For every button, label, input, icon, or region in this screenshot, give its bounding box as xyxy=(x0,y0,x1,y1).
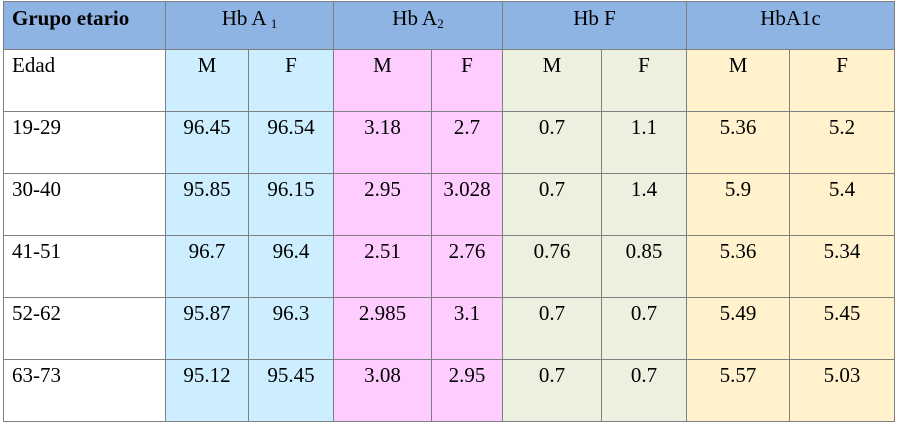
header-hba2-sub: 2 xyxy=(437,16,444,31)
cell-hba1-f: 96.15 xyxy=(247,173,335,236)
table-row: 52-62 95.87 96.3 2.985 3.1 0.7 0.7 5.49 … xyxy=(3,297,896,360)
cell-hbf-f: 1.1 xyxy=(601,111,688,174)
cell-hba2-m: 3.18 xyxy=(333,111,433,174)
cell-hba2-f: 2.76 xyxy=(431,235,504,298)
cell-hbf-m: 0.7 xyxy=(502,359,603,422)
cell-hba1-m: 96.45 xyxy=(165,111,249,174)
cell-hba2-m: 2.51 xyxy=(333,235,433,298)
cell-hba1c-m: 5.49 xyxy=(686,297,791,360)
cell-hbf-m: 0.7 xyxy=(502,111,603,174)
cell-hba1c-m: 5.36 xyxy=(686,111,791,174)
subheader-hbf-f: F xyxy=(601,49,688,112)
subheader-hba1-m: M xyxy=(165,49,249,112)
subheader-hba1c-m: M xyxy=(686,49,791,112)
header-hba1: Hb A 1 xyxy=(164,1,335,50)
cell-hbf-f: 0.7 xyxy=(601,359,688,422)
cell-hba2-m: 2.95 xyxy=(333,173,433,236)
row-group-label: 30-40 xyxy=(3,173,166,236)
table-row: 41-51 96.7 96.4 2.51 2.76 0.76 0.85 5.36… xyxy=(3,235,896,298)
table-header-row: Grupo etario Hb A 1 Hb A2 Hb F HbA1c xyxy=(3,1,896,50)
cell-hbf-f: 0.7 xyxy=(601,297,688,360)
cell-hba1-f: 96.54 xyxy=(247,111,335,174)
header-hba1c: HbA1c xyxy=(686,1,896,50)
subheader-hba2-f: F xyxy=(431,49,504,112)
cell-hba2-m: 2.985 xyxy=(333,297,433,360)
subheader-edad: Edad xyxy=(3,49,166,112)
cell-hba2-f: 3.1 xyxy=(431,297,504,360)
cell-hba1-m: 96.7 xyxy=(165,235,249,298)
cell-hba1-m: 95.12 xyxy=(165,359,249,422)
cell-hbf-m: 0.7 xyxy=(502,297,603,360)
cell-hbf-m: 0.76 xyxy=(502,235,603,298)
cell-hba1-m: 95.87 xyxy=(165,297,249,360)
cell-hba1c-f: 5.4 xyxy=(789,173,896,236)
cell-hba1-f: 95.45 xyxy=(247,359,335,422)
subheader-hba1c-f: F xyxy=(789,49,896,112)
table-row: 63-73 95.12 95.45 3.08 2.95 0.7 0.7 5.57… xyxy=(3,359,896,422)
cell-hba1-m: 95.85 xyxy=(165,173,249,236)
table-row: 30-40 95.85 96.15 2.95 3.028 0.7 1.4 5.9… xyxy=(3,173,896,236)
cell-hba2-f: 2.95 xyxy=(431,359,504,422)
row-group-label: 52-62 xyxy=(3,297,166,360)
cell-hba1c-m: 5.36 xyxy=(686,235,791,298)
row-group-label: 41-51 xyxy=(3,235,166,298)
header-hba1-sub: 1 xyxy=(270,16,278,31)
subheader-hba1-f: F xyxy=(247,49,335,112)
cell-hba1c-f: 5.03 xyxy=(789,359,896,422)
row-group-label: 19-29 xyxy=(3,111,166,174)
cell-hba1c-m: 5.9 xyxy=(686,173,791,236)
table-row: 19-29 96.45 96.54 3.18 2.7 0.7 1.1 5.36 … xyxy=(3,111,896,174)
header-hba2: Hb A2 xyxy=(333,1,504,50)
cell-hba1c-f: 5.45 xyxy=(789,297,896,360)
header-hba1-text: Hb A xyxy=(221,6,271,30)
cell-hba1-f: 96.3 xyxy=(247,297,335,360)
cell-hbf-f: 1.4 xyxy=(601,173,688,236)
cell-hba1-f: 96.4 xyxy=(247,235,335,298)
cell-hba1c-f: 5.34 xyxy=(789,235,896,298)
subheader-hbf-m: M xyxy=(502,49,603,112)
hemoglobin-table: Grupo etario Hb A 1 Hb A2 Hb F HbA1c Eda… xyxy=(3,1,896,422)
cell-hbf-m: 0.7 xyxy=(502,173,603,236)
cell-hba2-m: 3.08 xyxy=(333,359,433,422)
cell-hbf-f: 0.85 xyxy=(601,235,688,298)
row-group-label: 63-73 xyxy=(3,359,166,422)
header-grupo-etario: Grupo etario xyxy=(3,1,166,50)
cell-hba2-f: 2.7 xyxy=(431,111,504,174)
cell-hba1c-f: 5.2 xyxy=(789,111,896,174)
cell-hba2-f: 3.028 xyxy=(431,173,504,236)
subheader-hba2-m: M xyxy=(333,49,433,112)
header-hbf: Hb F xyxy=(502,1,688,50)
header-hba2-text: Hb A xyxy=(392,6,438,30)
cell-hba1c-m: 5.57 xyxy=(686,359,791,422)
subheader-row: Edad M F M F M F M F xyxy=(3,49,896,112)
